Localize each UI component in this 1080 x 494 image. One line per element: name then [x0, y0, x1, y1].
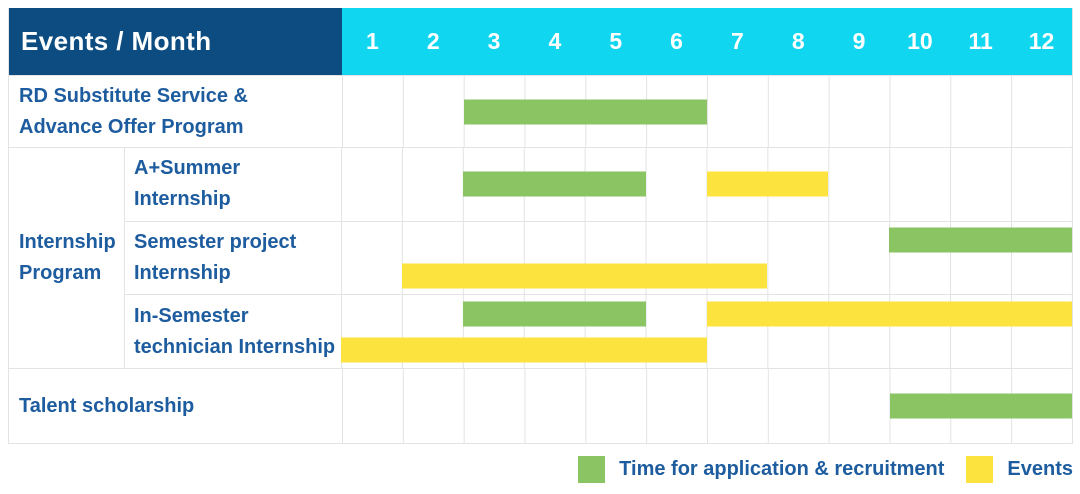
month-label-12: 12 [1028, 28, 1055, 54]
internship-program-group: Internship Program A+Summer Internship S… [9, 147, 1072, 369]
table-row-in-semester-technician: In-Semester technician Internship [125, 294, 1072, 369]
application-bar [889, 227, 1072, 253]
row-label: Semester project Internship [134, 231, 297, 284]
row-label: RD Substitute Service & Advance Offer Pr… [19, 84, 248, 138]
months-header: 1 2 3 4 5 6 7 8 9 10 11 12 [342, 8, 1072, 75]
application-color-swatch [578, 456, 606, 483]
month-label-6: 6 [670, 28, 683, 54]
application-bar [462, 171, 646, 197]
timeline-track [341, 148, 1072, 221]
bar-line [341, 258, 1072, 294]
corner-title: Events / Month [9, 8, 342, 75]
row-label: Talent scholarship [19, 394, 195, 417]
internship-group-rows: A+Summer Internship Semester project Int… [125, 148, 1072, 369]
legend: Time for application & recruitment Event… [578, 456, 1073, 483]
month-label-8: 8 [791, 28, 805, 54]
bar-line [341, 295, 1072, 331]
application-bar [462, 301, 646, 327]
table-row-talent-scholarship: Talent scholarship [9, 368, 1072, 443]
bar-line [341, 222, 1072, 258]
table-row-semester-project: Semester project Internship [125, 220, 1072, 295]
application-bar [889, 393, 1072, 419]
table-row-a-plus-summer: A+Summer Internship [125, 148, 1072, 221]
month-label-9: 9 [852, 28, 866, 54]
timeline-track [341, 221, 1072, 295]
event-bar [706, 301, 1072, 327]
month-label-5: 5 [609, 28, 623, 54]
legend-label-event: Events [1007, 458, 1073, 480]
event-bar [341, 337, 707, 363]
month-label-2: 2 [426, 28, 440, 54]
event-color-swatch [966, 456, 994, 483]
month-label-10: 10 [907, 28, 933, 54]
month-label-1: 1 [366, 28, 379, 54]
month-label-11: 11 [968, 28, 993, 54]
bar-line [341, 148, 1072, 221]
timeline-track [342, 369, 1072, 443]
table-header-row: Events / Month 1 2 3 4 5 6 7 8 9 10 11 12 [9, 8, 1072, 75]
group-label: Internship Program [9, 148, 125, 368]
month-label-7: 7 [730, 28, 744, 54]
row-label: In-Semester technician Internship [134, 304, 336, 358]
event-bar [401, 263, 768, 289]
bar-line [342, 76, 1072, 147]
timeline-track [342, 76, 1072, 147]
timeline-track [341, 295, 1072, 369]
row-label: A+Summer Internship [134, 157, 241, 211]
events-month-table: Events / Month 1 2 3 4 5 6 7 8 9 10 11 12 RD Substi… [8, 8, 1073, 444]
table-row-rd-substitute: RD Substitute Service & Advance Offer Pr… [9, 75, 1072, 147]
legend-item-application: Time for application & recruitment [578, 456, 944, 483]
legend-item-event: Events [966, 456, 1073, 483]
bar-line [341, 332, 1072, 368]
month-label-4: 4 [548, 28, 562, 54]
legend-label-application: Time for application & recruitment [619, 458, 945, 480]
event-bar [706, 171, 829, 197]
application-bar [463, 99, 707, 124]
bar-line [342, 369, 1072, 443]
month-label-3: 3 [487, 28, 501, 54]
